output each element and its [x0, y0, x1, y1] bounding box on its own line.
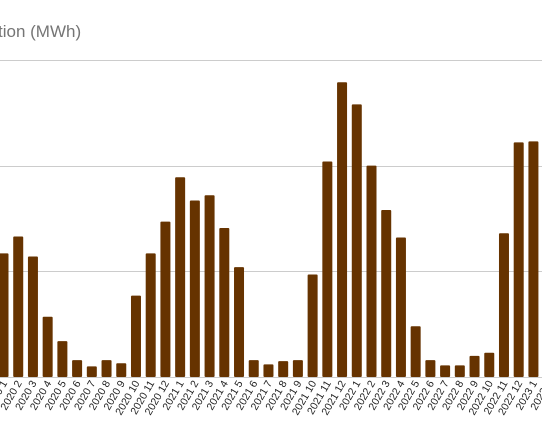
bar — [263, 364, 274, 377]
bar — [278, 361, 289, 377]
bar — [234, 267, 245, 377]
bar — [410, 326, 421, 377]
bars — [0, 82, 539, 377]
gridlines — [0, 60, 542, 378]
bar — [307, 274, 318, 377]
bar — [116, 363, 127, 377]
bar — [27, 256, 38, 377]
bar — [381, 210, 392, 377]
bar — [189, 200, 200, 377]
bar — [130, 295, 141, 377]
bar — [175, 177, 186, 377]
bar — [366, 165, 377, 377]
bar — [440, 365, 451, 377]
bar — [160, 221, 171, 377]
bar — [219, 228, 230, 377]
bar — [498, 233, 509, 377]
bar — [0, 253, 9, 377]
bar — [454, 365, 465, 377]
bar — [337, 82, 348, 377]
bar — [145, 253, 156, 377]
bar — [351, 104, 362, 377]
bar — [101, 360, 112, 377]
bar — [72, 360, 83, 377]
bar — [484, 352, 495, 377]
bar — [425, 360, 436, 377]
bar — [469, 355, 480, 377]
bar — [322, 161, 333, 377]
bar — [248, 360, 259, 377]
bar — [513, 142, 524, 377]
bar — [13, 236, 24, 377]
bar — [42, 316, 53, 377]
bar — [204, 195, 215, 377]
bar — [57, 341, 68, 377]
bar — [528, 141, 539, 377]
bar — [395, 237, 406, 377]
bar — [292, 360, 303, 377]
bar — [86, 366, 97, 377]
chart-title: tion (MWh) — [0, 22, 81, 41]
